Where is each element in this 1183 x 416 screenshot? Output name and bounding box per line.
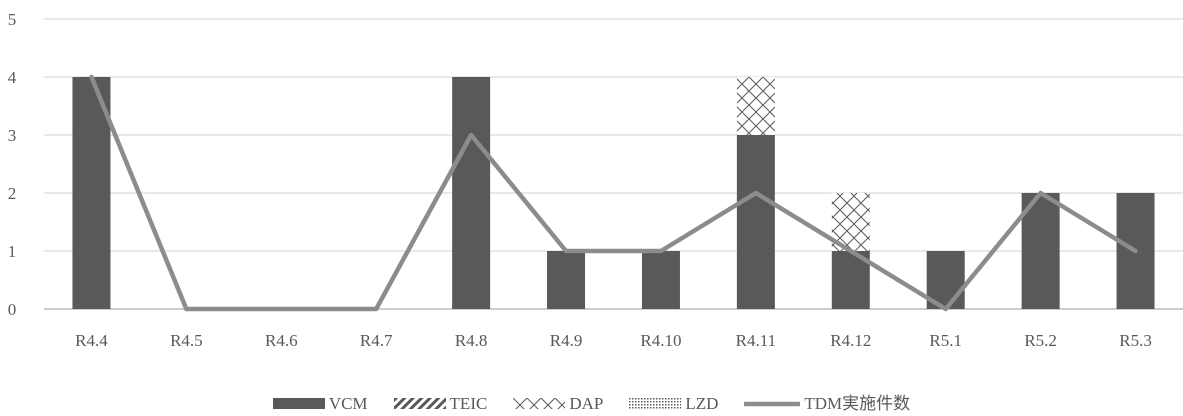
x-tick-label: R5.3 (1119, 331, 1152, 350)
bars (72, 77, 1155, 309)
x-tick-label: R4.12 (830, 331, 871, 350)
x-tick-label: R4.4 (75, 331, 108, 350)
y-tick-label: 3 (8, 126, 17, 145)
y-axis-ticks: 0 1 2 3 4 5 (8, 10, 17, 319)
legend-item-teic: TEIC (393, 393, 488, 414)
legend-item-lzd: LZD (629, 394, 718, 414)
y-tick-label: 5 (8, 10, 17, 29)
y-tick-label: 2 (8, 184, 17, 203)
legend-label: VCM (328, 393, 368, 413)
legend-swatch (629, 398, 682, 409)
legend: VCM TEIC DAP LZD TDM実施件数 (0, 391, 1183, 416)
x-tick-label: R4.5 (170, 331, 203, 350)
bar-vcm-r4-8 (452, 77, 491, 309)
legend-label: TDM実施件数 (804, 393, 911, 413)
gridlines (44, 18, 1183, 310)
legend-swatch (272, 398, 325, 409)
x-tick-label: R5.1 (929, 331, 962, 350)
bar-vcm-r4-11 (736, 135, 775, 309)
legend-label: DAP (569, 393, 604, 413)
legend-item-vcm: VCM (272, 393, 368, 414)
legend-label: TEIC (449, 393, 488, 413)
x-tick-label: R4.9 (550, 331, 583, 350)
bar-vcm-r4-4 (72, 77, 111, 309)
legend-label: LZD (685, 393, 719, 413)
x-tick-label: R5.2 (1024, 331, 1057, 350)
line-tdm (89, 74, 1138, 312)
bar-dap-r4-11 (736, 77, 775, 135)
x-axis-ticks: R4.4 R4.5 R4.6 R4.7 R4.8 R4.9 R4.10 R4.11 R4.12 R… (75, 331, 1152, 350)
x-tick-label: R4.8 (455, 331, 488, 350)
legend-item-tdm: TDM実施件数 (744, 394, 910, 414)
legend-swatch (744, 401, 801, 406)
bar-vcm-r5-2 (1021, 193, 1060, 309)
legend-item-dap: DAP (513, 394, 603, 414)
chart-area: 0 1 2 3 4 5 R4.4 R4.5 R4.6 R4.7 R4.8 R4.9 R4.10 R4.1… (8, 10, 1183, 350)
legend-swatch (393, 398, 446, 409)
x-tick-label: R4.10 (640, 331, 681, 350)
x-tick-label: R4.6 (265, 331, 298, 350)
bar-vcm-r4-10 (641, 251, 680, 309)
y-tick-label: 1 (8, 242, 17, 261)
x-tick-label: R4.11 (736, 331, 776, 350)
line-series (89, 74, 1138, 312)
legend-swatch (513, 398, 566, 409)
x-tick-label: R4.7 (360, 331, 393, 350)
y-tick-label: 4 (8, 68, 17, 87)
bar-vcm-r4-9 (547, 251, 586, 309)
y-tick-label: 0 (8, 300, 17, 319)
